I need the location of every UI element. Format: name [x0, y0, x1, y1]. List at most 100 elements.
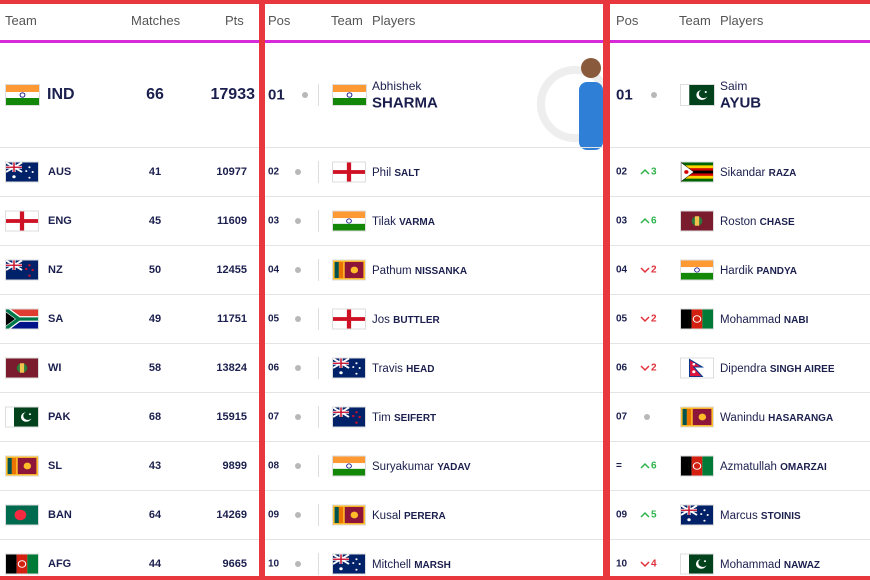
flag-part — [681, 554, 689, 573]
position: 02 — [616, 166, 628, 177]
down-arrow — [640, 315, 650, 322]
flag-part — [23, 411, 33, 420]
position-change: 5 — [651, 509, 657, 520]
flag-part — [681, 260, 713, 267]
position: 04 — [616, 264, 628, 275]
team-code: ENG — [48, 214, 72, 227]
first-name: Sikandar — [720, 166, 766, 179]
header-label: Team — [331, 13, 363, 28]
flag-part — [333, 468, 365, 475]
flag-part — [333, 505, 365, 524]
flag-part — [3, 306, 38, 331]
last-name: STOINIS — [760, 510, 801, 522]
flag-part — [692, 369, 696, 373]
first-name: Mitchell — [372, 558, 411, 571]
no-change-dot — [295, 266, 301, 273]
flag-part — [358, 415, 361, 418]
points: 9665 — [222, 557, 247, 570]
player-name: Tilak VARMA — [372, 216, 435, 228]
flag-part — [355, 361, 358, 364]
flag — [680, 161, 714, 182]
flag-part — [6, 309, 38, 319]
team-code: IND — [47, 85, 75, 103]
first-name: Tilak — [372, 215, 396, 228]
flag-part — [681, 358, 713, 377]
flag — [680, 357, 714, 378]
flag-part — [332, 357, 365, 377]
player-name: Jos BUTTLER — [372, 314, 440, 326]
position: 07 — [268, 411, 280, 422]
flag-part — [333, 309, 365, 328]
flag-part — [358, 562, 361, 565]
flag-part — [682, 408, 687, 425]
arrow-path — [640, 217, 650, 224]
player-row: 09 Kusal PERERA — [265, 490, 603, 540]
flag — [332, 455, 366, 476]
position: 01 — [268, 86, 285, 103]
last-name: CHASE — [759, 216, 795, 228]
player-name: Mitchell MARSH — [372, 559, 451, 571]
position: 05 — [616, 313, 628, 324]
last-name: SHARMA — [372, 94, 438, 111]
flag — [332, 210, 366, 231]
arrow-path — [640, 462, 650, 469]
flag-part — [355, 421, 358, 424]
flag-part — [6, 264, 22, 266]
flag-part — [4, 307, 38, 330]
header-label: Players — [372, 13, 416, 28]
first-name: Mohammad — [720, 558, 781, 571]
first-name: Phil — [372, 166, 392, 179]
player-name: Sikandar RAZA — [720, 167, 796, 179]
flag-part — [681, 509, 697, 511]
flag-part — [703, 508, 706, 511]
last-name: YADAV — [437, 461, 471, 473]
position: 05 — [268, 313, 280, 324]
team-row: IND 66 17933 — [0, 42, 259, 148]
player-name: Dipendra SINGH AIREE — [720, 363, 835, 375]
flag-part — [333, 211, 365, 218]
matches: 64 — [148, 508, 162, 521]
player-name: Tim SEIFERT — [372, 412, 436, 424]
last-name: PERERA — [403, 510, 446, 522]
flag — [5, 161, 39, 182]
flag — [5, 83, 40, 106]
matches: 66 — [146, 85, 164, 103]
first-name: Azmatullah — [720, 460, 777, 473]
flag-part — [702, 456, 713, 475]
flag — [5, 357, 39, 378]
flag-part — [17, 559, 27, 568]
first-name: Saim — [720, 78, 748, 93]
player-row: 03 Tilak VARMA — [265, 196, 603, 246]
flag-part — [355, 568, 358, 571]
player-row: 01 Saim AYUB — [610, 42, 870, 148]
position: 10 — [268, 558, 280, 569]
team-row: BAN 64 14269 — [0, 490, 259, 540]
flag-part — [346, 463, 352, 468]
team-code: BAN — [48, 508, 72, 521]
matches: 68 — [148, 410, 162, 423]
team-row: NZ 50 12455 — [0, 245, 259, 295]
position: 03 — [268, 215, 280, 226]
flag-part — [333, 84, 366, 105]
flag-part — [692, 461, 702, 470]
flag-part — [333, 91, 366, 98]
player-name: Wanindu HASARANGA — [720, 412, 833, 424]
last-name: PANDYA — [756, 265, 798, 277]
flag-part — [338, 506, 344, 523]
player-name: Marcus STOINIS — [720, 510, 801, 522]
flag — [5, 455, 39, 476]
separator — [318, 552, 319, 575]
flag-part — [686, 408, 692, 425]
position-change: 2 — [651, 264, 657, 275]
player-row: 03 6 Roston CHASE — [610, 196, 870, 246]
points: 13824 — [216, 361, 247, 374]
flag-part — [338, 261, 344, 278]
flag-part — [339, 566, 343, 570]
last-name: SINGH AIREE — [769, 363, 835, 375]
player-row: 02 3 Sikandar RAZA — [610, 147, 870, 197]
points: 14269 — [216, 508, 247, 521]
first-name: Dipendra — [720, 362, 767, 375]
player-name: Mohammad NABI — [720, 314, 808, 326]
player-name: Hardik PANDYA — [720, 265, 797, 277]
